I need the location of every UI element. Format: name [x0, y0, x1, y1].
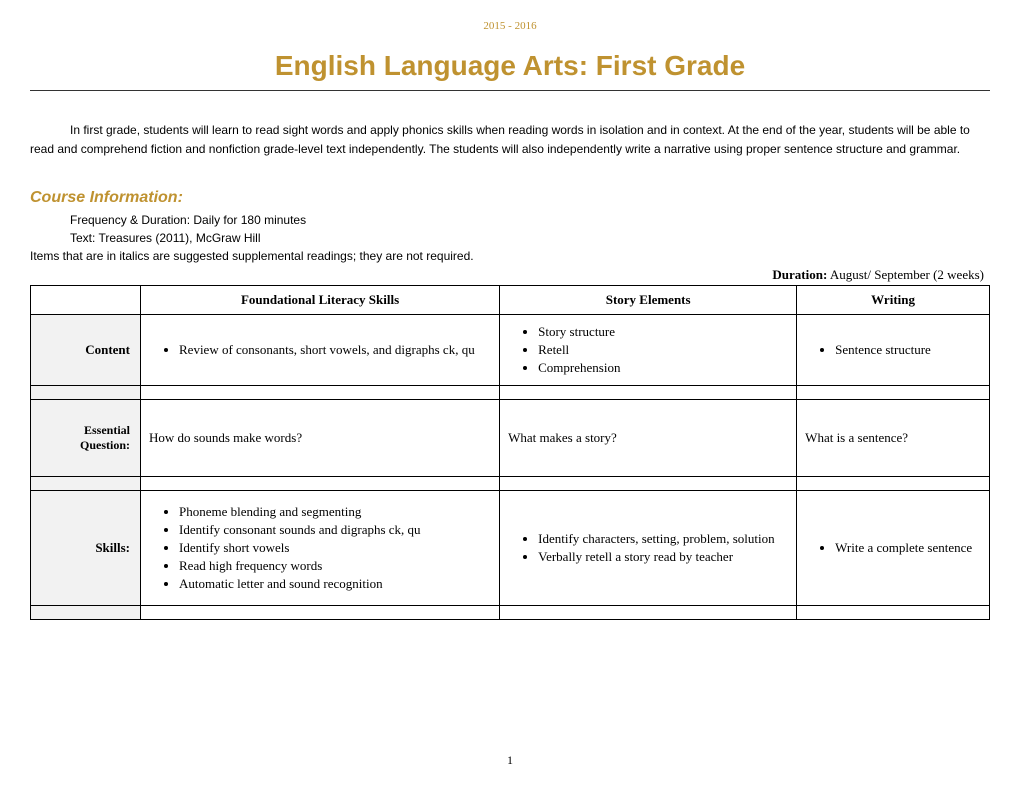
- intro-paragraph: In first grade, students will learn to r…: [30, 121, 990, 159]
- eq-col1: How do sounds make words?: [141, 400, 500, 477]
- list-item: Retell: [538, 341, 788, 359]
- header-story: Story Elements: [500, 286, 797, 315]
- eq-col2: What makes a story?: [500, 400, 797, 477]
- list-item: Identify characters, setting, problem, s…: [538, 530, 788, 548]
- content-label: Content: [31, 315, 141, 386]
- page-title: English Language Arts: First Grade: [30, 50, 990, 82]
- list-item: Sentence structure: [835, 341, 981, 359]
- skills-col2: Identify characters, setting, problem, s…: [500, 491, 797, 606]
- page-number: 1: [507, 753, 513, 768]
- skills-col1: Phoneme blending and segmenting Identify…: [141, 491, 500, 606]
- skills-row: Skills: Phoneme blending and segmenting …: [31, 491, 990, 606]
- eq-col3: What is a sentence?: [797, 400, 990, 477]
- list-item: Identify consonant sounds and digraphs c…: [179, 521, 491, 539]
- list-item: Identify short vowels: [179, 539, 491, 557]
- curriculum-table: Foundational Literacy Skills Story Eleme…: [30, 285, 990, 620]
- frequency-line: Frequency & Duration: Daily for 180 minu…: [70, 211, 990, 229]
- content-row: Content Review of consonants, short vowe…: [31, 315, 990, 386]
- header-blank: [31, 286, 141, 315]
- skills-label: Skills:: [31, 491, 141, 606]
- list-item: Comprehension: [538, 359, 788, 377]
- list-item: Write a complete sentence: [835, 539, 981, 557]
- supplemental-note: Items that are in italics are suggested …: [30, 249, 990, 263]
- list-item: Phoneme blending and segmenting: [179, 503, 491, 521]
- header-row: Foundational Literacy Skills Story Eleme…: [31, 286, 990, 315]
- header-foundational: Foundational Literacy Skills: [141, 286, 500, 315]
- essential-question-label: Essential Question:: [31, 400, 141, 477]
- list-item: Automatic letter and sound recognition: [179, 575, 491, 593]
- spacer-row: [31, 606, 990, 620]
- header-writing: Writing: [797, 286, 990, 315]
- header-year: 2015 - 2016: [30, 20, 990, 32]
- list-item: Verbally retell a story read by teacher: [538, 548, 788, 566]
- duration-value: August/ September (2 weeks): [827, 267, 984, 282]
- content-col3: Sentence structure: [797, 315, 990, 386]
- spacer-row: [31, 386, 990, 400]
- duration-label: Duration:: [772, 267, 827, 282]
- content-col2: Story structure Retell Comprehension: [500, 315, 797, 386]
- course-info-heading: Course Information:: [30, 189, 990, 207]
- content-col1: Review of consonants, short vowels, and …: [141, 315, 500, 386]
- list-item: Review of consonants, short vowels, and …: [179, 341, 491, 359]
- duration-line: Duration: August/ September (2 weeks): [30, 267, 990, 283]
- list-item: Story structure: [538, 323, 788, 341]
- skills-col3: Write a complete sentence: [797, 491, 990, 606]
- title-divider: [30, 90, 990, 91]
- text-line: Text: Treasures (2011), McGraw Hill: [70, 229, 990, 247]
- spacer-row: [31, 477, 990, 491]
- list-item: Read high frequency words: [179, 557, 491, 575]
- essential-question-row: Essential Question: How do sounds make w…: [31, 400, 990, 477]
